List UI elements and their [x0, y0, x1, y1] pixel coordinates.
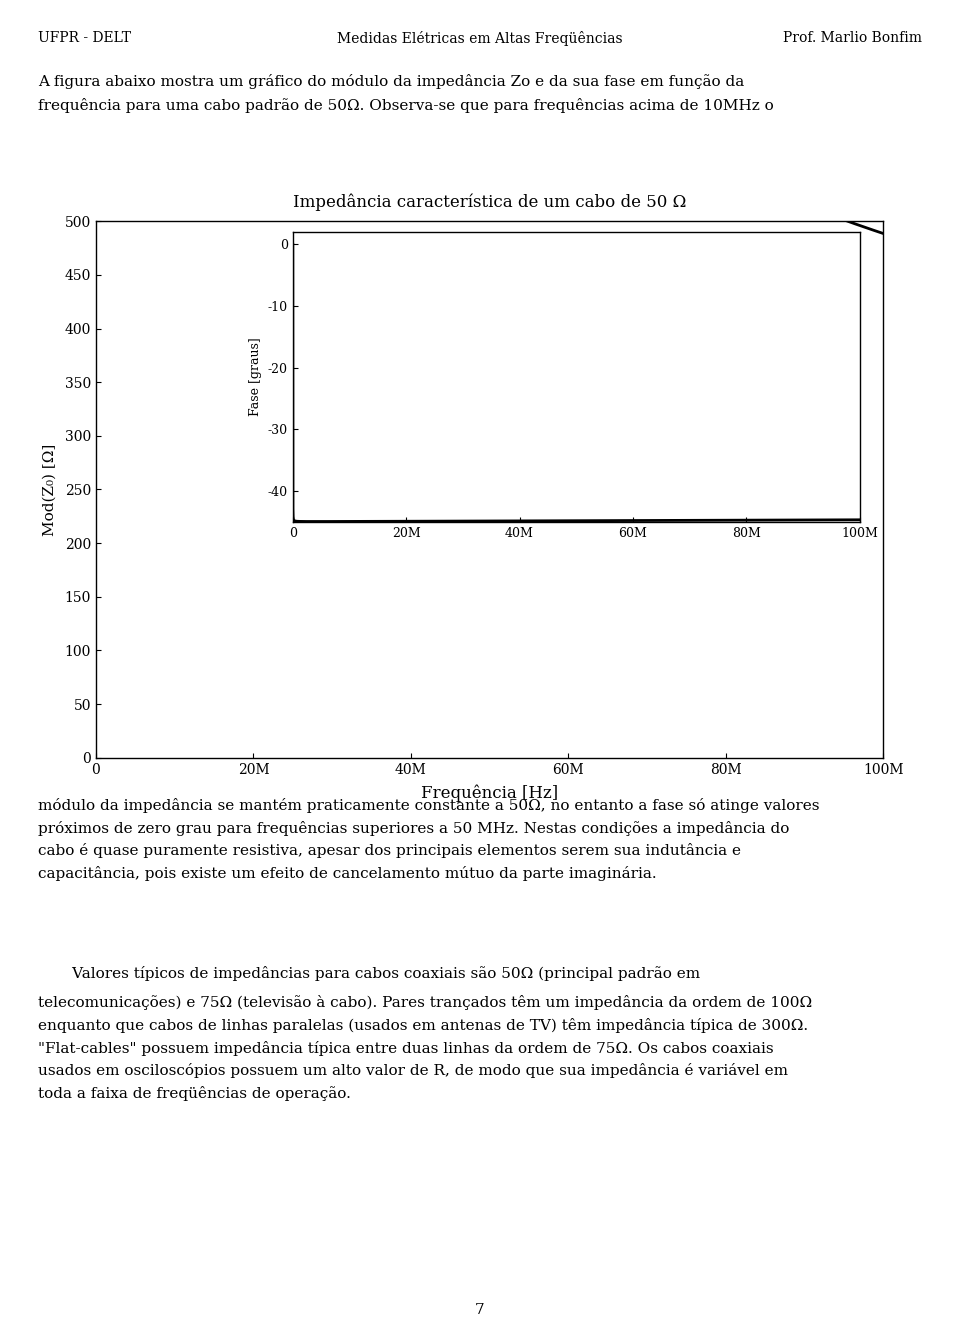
- Y-axis label: Mod(Z₀) [Ω]: Mod(Z₀) [Ω]: [42, 444, 57, 535]
- Text: telecomunicações) e 75Ω (televisão à cabo). Pares trançados têm um impedância da: telecomunicações) e 75Ω (televisão à cab…: [38, 995, 812, 1101]
- Text: UFPR - DELT: UFPR - DELT: [38, 31, 132, 44]
- Text: módulo da impedância se mantém praticamente constante a 50Ω, no entanto a fase s: módulo da impedância se mantém praticame…: [38, 798, 820, 881]
- Text: 7: 7: [475, 1303, 485, 1317]
- Title: Impedância característica de um cabo de 50 Ω: Impedância característica de um cabo de …: [293, 194, 686, 212]
- Text: Medidas Elétricas em Altas Freqüências: Medidas Elétricas em Altas Freqüências: [337, 31, 623, 46]
- Text: A figura abaixo mostra um gráfico do módulo da impedância Zo e da sua fase em fu: A figura abaixo mostra um gráfico do mód…: [38, 74, 745, 89]
- X-axis label: Frequência [Hz]: Frequência [Hz]: [421, 784, 558, 802]
- Text: Prof. Marlio Bonfim: Prof. Marlio Bonfim: [782, 31, 922, 44]
- Text: Valores típicos de impedâncias para cabos coaxiais são 50Ω (principal padrão em: Valores típicos de impedâncias para cabo…: [38, 966, 701, 980]
- Text: frequência para uma cabo padrão de 50Ω. Observa-se que para frequências acima de: frequência para uma cabo padrão de 50Ω. …: [38, 98, 774, 113]
